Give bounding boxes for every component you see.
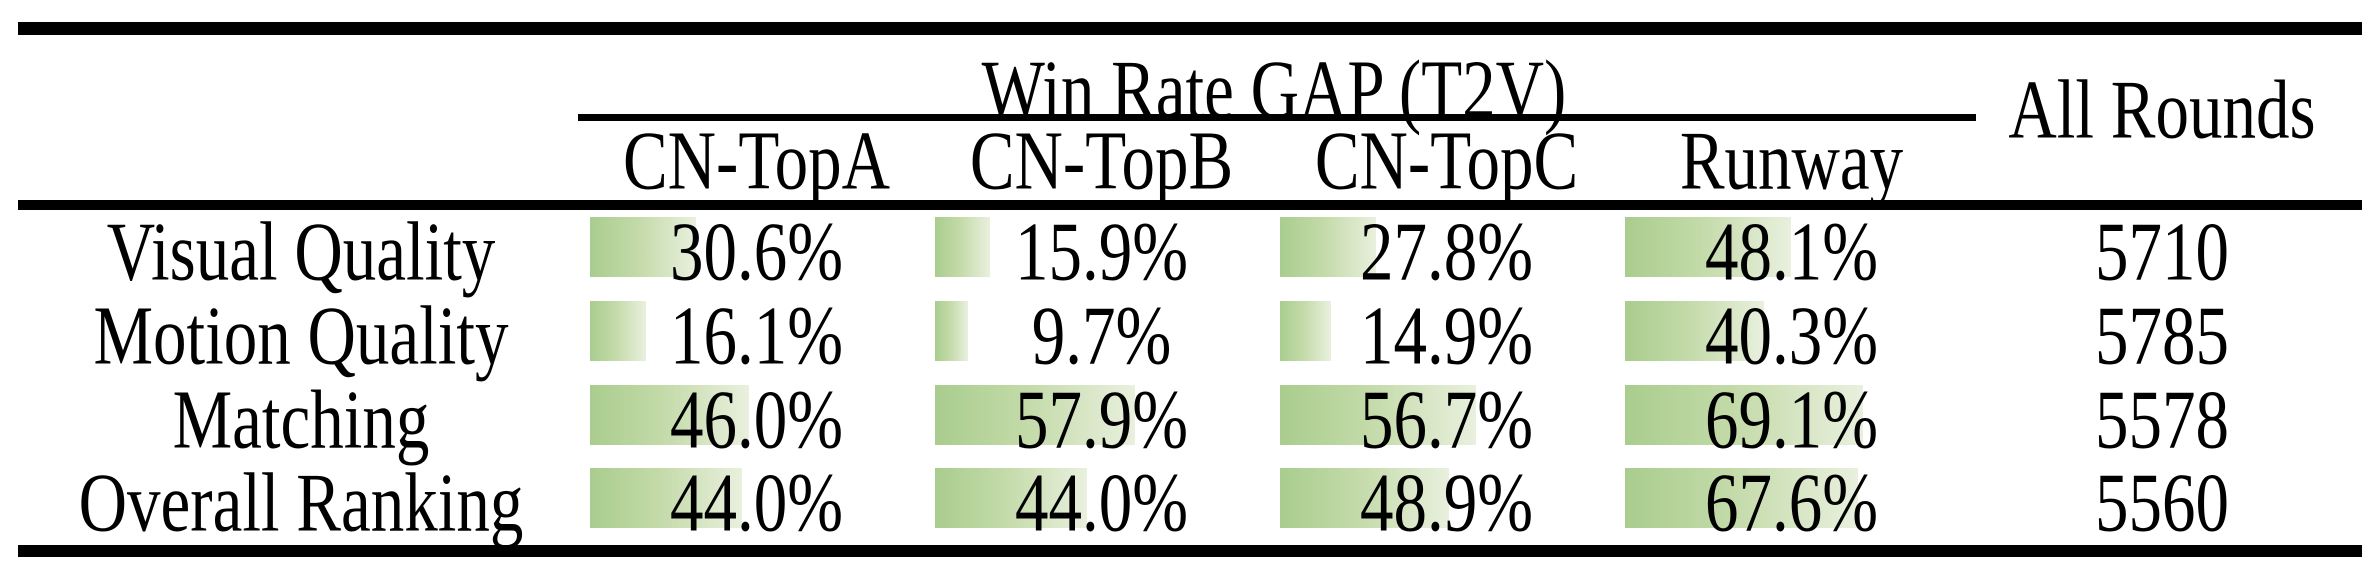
- win-rate-bar: [935, 468, 1087, 528]
- win-rate-value: 9.7%: [1031, 289, 1172, 382]
- data-cell: 9.7%: [929, 289, 1274, 382]
- all-rounds-header-label: All Rounds: [2008, 63, 2316, 156]
- all-rounds-value: 5710: [2095, 205, 2229, 298]
- row-label-text: Visual Quality: [106, 205, 496, 298]
- win-rate-bar: [1280, 468, 1449, 528]
- group-header-underline-rule: [578, 114, 1976, 121]
- header-body-separator-rule: [18, 200, 2362, 210]
- column-header-cn-topb: CN-TopB: [929, 114, 1274, 207]
- win-rate-bar: [590, 385, 749, 445]
- column-header-cn-topa: CN-TopA: [584, 114, 929, 207]
- all-rounds-column-header: All Rounds: [1964, 62, 2360, 158]
- column-header-label: CN-TopC: [1314, 114, 1579, 207]
- win-rate-value: 69.1%: [1704, 373, 1879, 466]
- data-cell: 69.1%: [1619, 373, 1964, 466]
- data-cell: 56.7%: [1274, 373, 1619, 466]
- win-rate-bar: [935, 301, 969, 361]
- all-rounds-cell: 5578: [1964, 373, 2360, 466]
- win-rate-value: 40.3%: [1704, 289, 1879, 382]
- data-cell: 44.0%: [584, 456, 929, 549]
- win-rate-bar: [935, 217, 990, 277]
- column-header-label: CN-TopA: [622, 114, 891, 207]
- data-cell: 57.9%: [929, 373, 1274, 466]
- column-header-label: CN-TopB: [969, 114, 1234, 207]
- data-cell: 16.1%: [584, 289, 929, 382]
- win-rate-value: 46.0%: [669, 373, 844, 466]
- data-cell: 40.3%: [1619, 289, 1964, 382]
- win-rate-value: 27.8%: [1359, 205, 1534, 298]
- win-rate-bar: [590, 468, 742, 528]
- win-rate-bar: [1625, 468, 1859, 528]
- data-cell: 46.0%: [584, 373, 929, 466]
- data-cell: 15.9%: [929, 205, 1274, 298]
- win-rate-bar: [590, 301, 646, 361]
- row-label: Matching: [18, 373, 584, 466]
- win-rate-value: 30.6%: [669, 205, 844, 298]
- table-row-overall-ranking: Overall Ranking 44.0% 44.0% 48.9% 67.6% …: [0, 456, 2376, 549]
- win-rate-value: 56.7%: [1359, 373, 1534, 466]
- table-row-visual-quality: Visual Quality 30.6% 15.9% 27.8% 48.1% 5…: [0, 205, 2376, 298]
- all-rounds-value: 5785: [2095, 289, 2229, 382]
- win-rate-bar: [935, 385, 1135, 445]
- table-row-motion-quality: Motion Quality 16.1% 9.7% 14.9% 40.3% 57…: [0, 289, 2376, 382]
- win-rate-bar: [1280, 301, 1332, 361]
- row-label-text: Motion Quality: [93, 289, 509, 382]
- data-cell: 67.6%: [1619, 456, 1964, 549]
- win-rate-bar: [1280, 217, 1376, 277]
- data-cell: 48.1%: [1619, 205, 1964, 298]
- all-rounds-value: 5560: [2095, 456, 2229, 549]
- data-cell: 44.0%: [929, 456, 1274, 549]
- column-header-label: Runway: [1679, 114, 1904, 207]
- win-rate-bar: [1625, 217, 1791, 277]
- win-rate-bar: [590, 217, 696, 277]
- table-top-rule: [18, 22, 2362, 35]
- win-rate-bar: [1625, 301, 1765, 361]
- row-label-text: Matching: [172, 373, 430, 466]
- data-cell: 14.9%: [1274, 289, 1619, 382]
- table-bottom-rule: [18, 545, 2362, 557]
- data-cell: 30.6%: [584, 205, 929, 298]
- win-rate-value: 48.1%: [1704, 205, 1879, 298]
- win-rate-value: 15.9%: [1014, 205, 1189, 298]
- win-rate-value: 44.0%: [669, 456, 844, 549]
- row-label: Motion Quality: [18, 289, 584, 382]
- win-rate-value: 44.0%: [1014, 456, 1189, 549]
- win-rate-value: 14.9%: [1359, 289, 1534, 382]
- win-rate-bar: [1280, 385, 1476, 445]
- all-rounds-cell: 5560: [1964, 456, 2360, 549]
- all-rounds-cell: 5710: [1964, 205, 2360, 298]
- win-rate-bar: [1625, 385, 1864, 445]
- row-label: Visual Quality: [18, 205, 584, 298]
- win-rate-value: 16.1%: [669, 289, 844, 382]
- column-header-cn-topc: CN-TopC: [1274, 114, 1619, 207]
- win-rate-value: 48.9%: [1359, 456, 1534, 549]
- all-rounds-value: 5578: [2095, 373, 2229, 466]
- data-cell: 48.9%: [1274, 456, 1619, 549]
- all-rounds-cell: 5785: [1964, 289, 2360, 382]
- data-cell: 27.8%: [1274, 205, 1619, 298]
- table-row-matching: Matching 46.0% 57.9% 56.7% 69.1% 5578: [0, 373, 2376, 466]
- column-header-runway: Runway: [1619, 114, 1964, 207]
- win-rate-value: 67.6%: [1704, 456, 1879, 549]
- win-rate-value: 57.9%: [1014, 373, 1189, 466]
- row-label: Overall Ranking: [18, 456, 584, 549]
- row-label-text: Overall Ranking: [78, 456, 524, 549]
